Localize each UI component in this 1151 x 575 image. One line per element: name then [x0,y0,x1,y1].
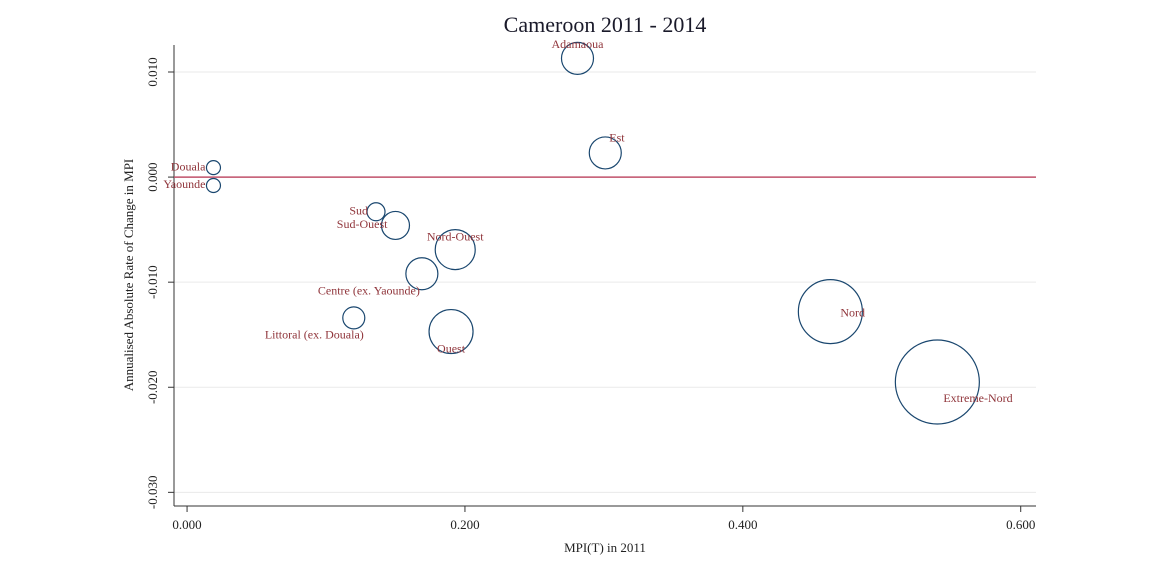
point-label: Extreme-Nord [943,391,1012,405]
x-tick-label: 0.600 [1006,517,1035,532]
bubble [205,160,222,176]
bubble [342,306,366,330]
point-label: Adamaoua [551,37,604,51]
bubble [428,308,474,355]
x-axis-label: MPI(T) in 2011 [564,540,646,555]
bubble [434,228,476,271]
y-axis-label: Annualised Absolute Rate of Change in MP… [121,159,136,392]
point-label: Yaounde [163,177,205,191]
point-label: Centre (ex. Yaounde) [318,284,420,298]
point-label: Littoral (ex. Douala) [265,328,364,342]
y-tick-label: -0.010 [145,265,160,299]
bubble [560,41,595,75]
point-label: Sud [349,204,368,218]
y-tick-label: 0.000 [145,162,160,191]
bubble [588,136,622,170]
point-label: Sud-Ouest [337,217,388,231]
point-label: Nord [840,305,865,319]
bubble [366,202,386,222]
chart-title: Cameroon 2011 - 2014 [504,12,707,37]
point-label: Nord-Ouest [427,229,484,243]
point-label: Ouest [437,341,466,355]
y-tick-label: -0.030 [145,476,160,510]
y-tick-label: -0.020 [145,370,160,404]
bubble [380,210,411,241]
point-label: Est [609,131,625,145]
bubble [405,257,439,291]
point-label: Douala [171,159,206,173]
x-tick-label: 0.000 [172,517,201,532]
bubble [205,177,222,194]
bubble [797,278,863,345]
y-tick-label: 0.010 [145,57,160,86]
x-tick-label: 0.200 [450,517,479,532]
bubble [894,339,980,425]
x-tick-label: 0.400 [728,517,757,532]
